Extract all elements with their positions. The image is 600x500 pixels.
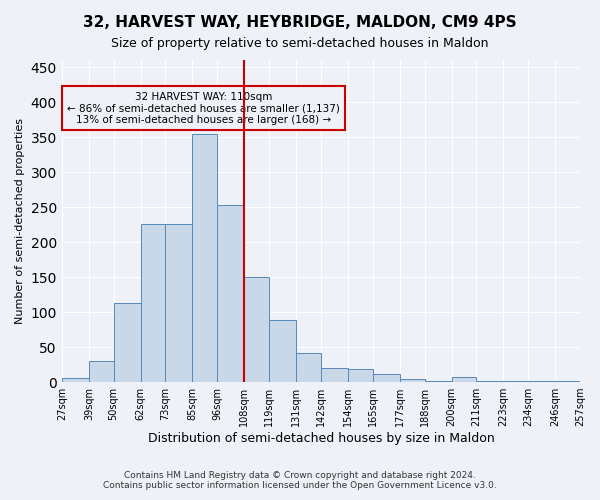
- Bar: [296, 352, 321, 382]
- Text: Contains HM Land Registry data © Crown copyright and database right 2024.
Contai: Contains HM Land Registry data © Crown c…: [103, 470, 497, 490]
- Bar: [425, 380, 452, 382]
- Bar: [400, 378, 425, 382]
- Bar: [217, 205, 244, 382]
- X-axis label: Distribution of semi-detached houses by size in Maldon: Distribution of semi-detached houses by …: [148, 432, 494, 445]
- Bar: [89, 361, 113, 382]
- Bar: [476, 380, 503, 382]
- Text: 32, HARVEST WAY, HEYBRIDGE, MALDON, CM9 4PS: 32, HARVEST WAY, HEYBRIDGE, MALDON, CM9 …: [83, 15, 517, 30]
- Bar: [140, 224, 166, 382]
- Bar: [452, 377, 476, 382]
- Bar: [348, 370, 373, 382]
- Bar: [166, 224, 193, 382]
- Y-axis label: Number of semi-detached properties: Number of semi-detached properties: [15, 118, 25, 324]
- Text: 32 HARVEST WAY: 110sqm
← 86% of semi-detached houses are smaller (1,137)
13% of : 32 HARVEST WAY: 110sqm ← 86% of semi-det…: [67, 92, 340, 124]
- Bar: [62, 378, 89, 382]
- Text: Size of property relative to semi-detached houses in Maldon: Size of property relative to semi-detach…: [111, 38, 489, 51]
- Bar: [373, 374, 400, 382]
- Bar: [244, 277, 269, 382]
- Bar: [113, 303, 140, 382]
- Bar: [269, 320, 296, 382]
- Bar: [193, 134, 217, 382]
- Bar: [321, 368, 348, 382]
